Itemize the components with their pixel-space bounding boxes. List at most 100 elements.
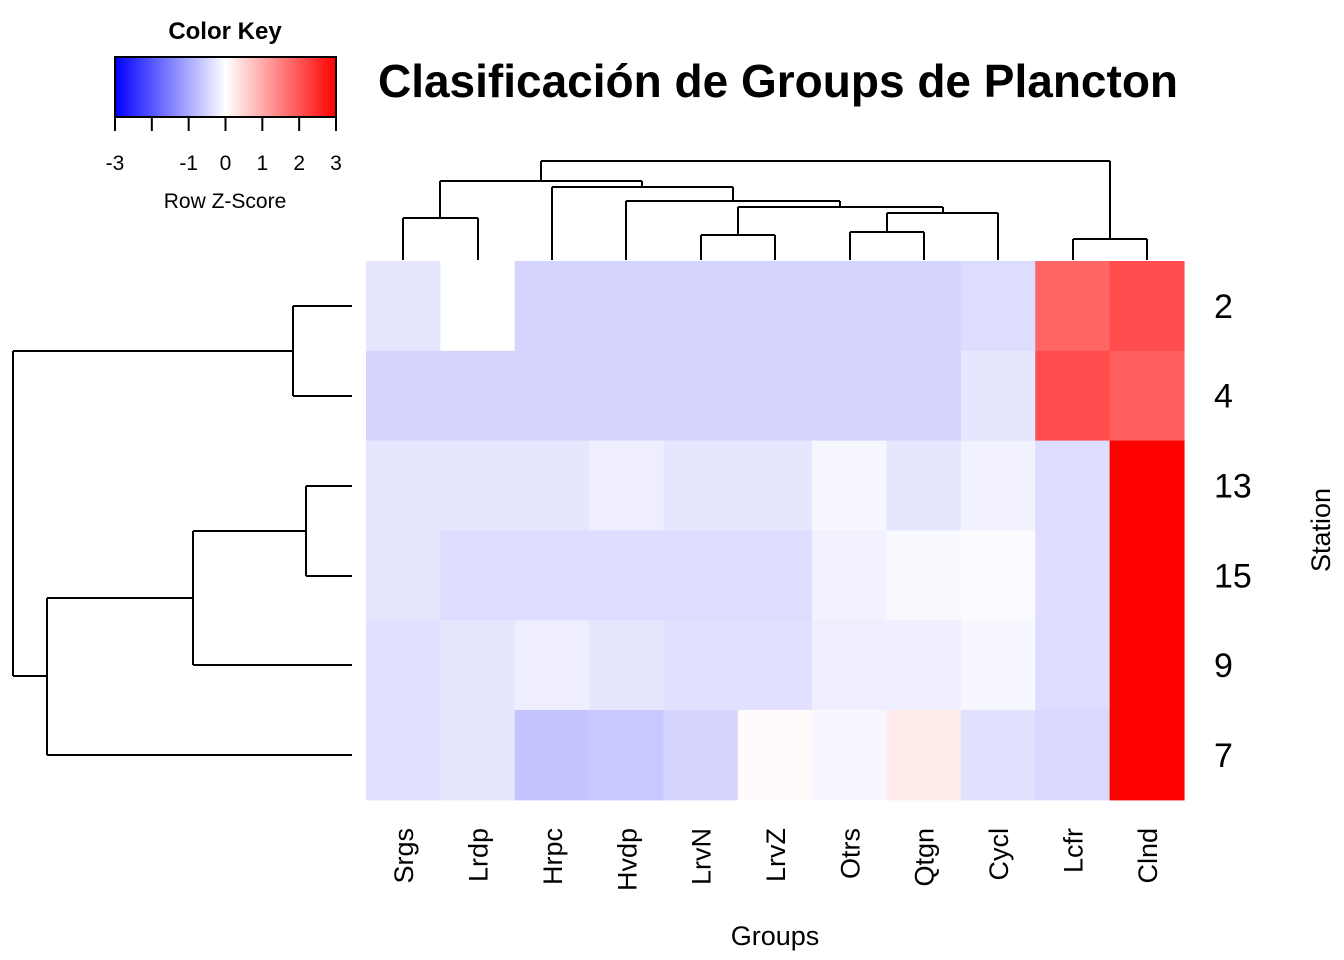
heatmap-cell-9-LrvN (663, 620, 739, 711)
heatmap-cell-2-Srgs (366, 261, 441, 352)
column-labels: Srgs Lrdp Hrpc Hvdp LrvN LrvZ Otrs Qtgn Cycl Lcfr… (389, 828, 1163, 891)
color-key-tick-label: 0 (220, 152, 232, 175)
column-label: Hrpc (538, 828, 568, 885)
column-label: Cycl (984, 828, 1014, 881)
heatmap-cell-15-Qtgn (886, 530, 962, 621)
column-label: Lrdp (464, 828, 494, 882)
heatmap-cell-9-Cycl (960, 620, 1036, 711)
heatmap-cell-2-Lrdp (440, 261, 516, 352)
heatmap-cell-13-Srgs (366, 440, 441, 531)
heatmap-cell-2-Clnd (1109, 261, 1185, 352)
heatmap-cell-4-Hrpc (514, 350, 590, 442)
heatmap-cell-4-Lcfr (1035, 350, 1111, 442)
heatmap-cell-13-LrvZ (737, 440, 813, 531)
row-label: 13 (1214, 468, 1252, 506)
heatmap-cell-7-Hrpc (514, 710, 590, 801)
heatmap-cell-2-Cycl (960, 261, 1036, 352)
heatmap-cell-7-Lcfr (1035, 710, 1111, 801)
row-label: 15 (1214, 557, 1252, 595)
heatmap-cell-13-Hrpc (514, 440, 590, 531)
heatmap-cell-9-Srgs (366, 620, 441, 711)
heatmap-cell-13-Clnd (1109, 440, 1185, 531)
row-label: 2 (1214, 288, 1233, 326)
heatmap-cell-13-Hvdp (589, 440, 665, 531)
heatmap-cell-13-Lcfr (1035, 440, 1111, 531)
heatmap-cell-2-LrvZ (737, 261, 813, 352)
heatmap-cell-4-Clnd (1109, 350, 1185, 442)
row-label: 4 (1214, 378, 1233, 416)
color-key-tick-label: 2 (293, 152, 305, 175)
color-key-tick-label: 3 (330, 152, 342, 175)
heatmap-cell-15-Cycl (960, 530, 1036, 621)
heatmap-cell-9-Lrdp (440, 620, 516, 711)
heatmap-cell-4-LrvZ (737, 350, 813, 442)
row-label: 9 (1214, 647, 1233, 685)
x-axis-label: Groups (731, 921, 820, 951)
heatmap-cells (366, 261, 1185, 801)
column-label: Hvdp (612, 828, 642, 891)
row-dendrogram (12, 305, 352, 756)
column-label: Lcfr (1058, 828, 1088, 873)
heatmap-cell-2-Qtgn (886, 261, 962, 352)
column-dendrogram (402, 160, 1148, 260)
heatmap-cell-9-Hvdp (589, 620, 665, 711)
heatmap-cell-15-Clnd (1109, 530, 1185, 621)
heatmap-cell-2-Hvdp (589, 261, 665, 352)
heatmap-cell-13-LrvN (663, 440, 739, 531)
chart-title: Clasificación de Groups de Plancton (378, 55, 1178, 107)
heatmap-cell-13-Cycl (960, 440, 1036, 531)
row-labels: 2 4 13 15 9 7 (1214, 288, 1252, 775)
heatmap-cell-2-Lcfr (1035, 261, 1111, 352)
row-label: 7 (1214, 737, 1233, 775)
heatmap-cell-9-Qtgn (886, 620, 962, 711)
column-label: LrvN (687, 828, 717, 885)
heatmap-cell-2-Otrs (812, 261, 888, 352)
heatmap-cell-15-LrvZ (737, 530, 813, 621)
y-axis-label: Station (1306, 488, 1336, 572)
color-key-tick-label: -3 (106, 152, 125, 175)
heatmap-cell-2-LrvN (663, 261, 739, 352)
heatmap-cell-15-Hrpc (514, 530, 590, 621)
heatmap-cell-2-Hrpc (514, 261, 590, 352)
heatmap-cell-9-Otrs (812, 620, 888, 711)
column-label: Srgs (389, 828, 419, 884)
heatmap-cell-15-Srgs (366, 530, 441, 621)
heatmap-cell-4-Hvdp (589, 350, 665, 442)
color-key-title: Color Key (168, 18, 282, 45)
column-label: Otrs (835, 828, 865, 879)
heatmap-cell-7-Clnd (1109, 710, 1185, 801)
color-key-ticks: -3 -1 0 1 2 3 (106, 117, 342, 175)
color-key-tick-label: 1 (256, 152, 268, 175)
color-key: Color Key -3 -1 0 1 2 3 Row Z-Score (106, 18, 342, 213)
color-key-label: Row Z-Score (164, 190, 287, 213)
column-label: Clnd (1133, 828, 1163, 884)
heatmap-cell-4-LrvN (663, 350, 739, 442)
column-label: Qtgn (910, 828, 940, 887)
heatmap-cell-15-Lcfr (1035, 530, 1111, 621)
heatmap-cell-7-Hvdp (589, 710, 665, 801)
heatmap-cell-13-Qtgn (886, 440, 962, 531)
heatmap-cell-4-Qtgn (886, 350, 962, 442)
heatmap-cell-9-Clnd (1109, 620, 1185, 711)
column-label: LrvZ (761, 828, 791, 882)
color-key-gradient (114, 56, 337, 118)
heatmap-cell-9-Lcfr (1035, 620, 1111, 711)
heatmap-cell-4-Lrdp (440, 350, 516, 442)
heatmap-cell-7-LrvZ (737, 710, 813, 801)
heatmap-cell-7-Lrdp (440, 710, 516, 801)
heatmap-cell-15-Otrs (812, 530, 888, 621)
heatmap-cell-15-LrvN (663, 530, 739, 621)
heatmap-cell-4-Cycl (960, 350, 1036, 442)
color-key-tick-label: -1 (179, 152, 198, 175)
heatmap-cell-9-Hrpc (514, 620, 590, 711)
heatmap-cell-9-LrvZ (737, 620, 813, 711)
heatmap-cell-7-Srgs (366, 710, 441, 801)
heatmap-cell-4-Otrs (812, 350, 888, 442)
heatmap-cell-7-Cycl (960, 710, 1036, 801)
heatmap-cell-13-Otrs (812, 440, 888, 531)
heatmap-cell-15-Lrdp (440, 530, 516, 621)
heatmap-cell-7-Otrs (812, 710, 888, 801)
heatmap-cell-7-LrvN (663, 710, 739, 801)
heatmap-cell-13-Lrdp (440, 440, 516, 531)
